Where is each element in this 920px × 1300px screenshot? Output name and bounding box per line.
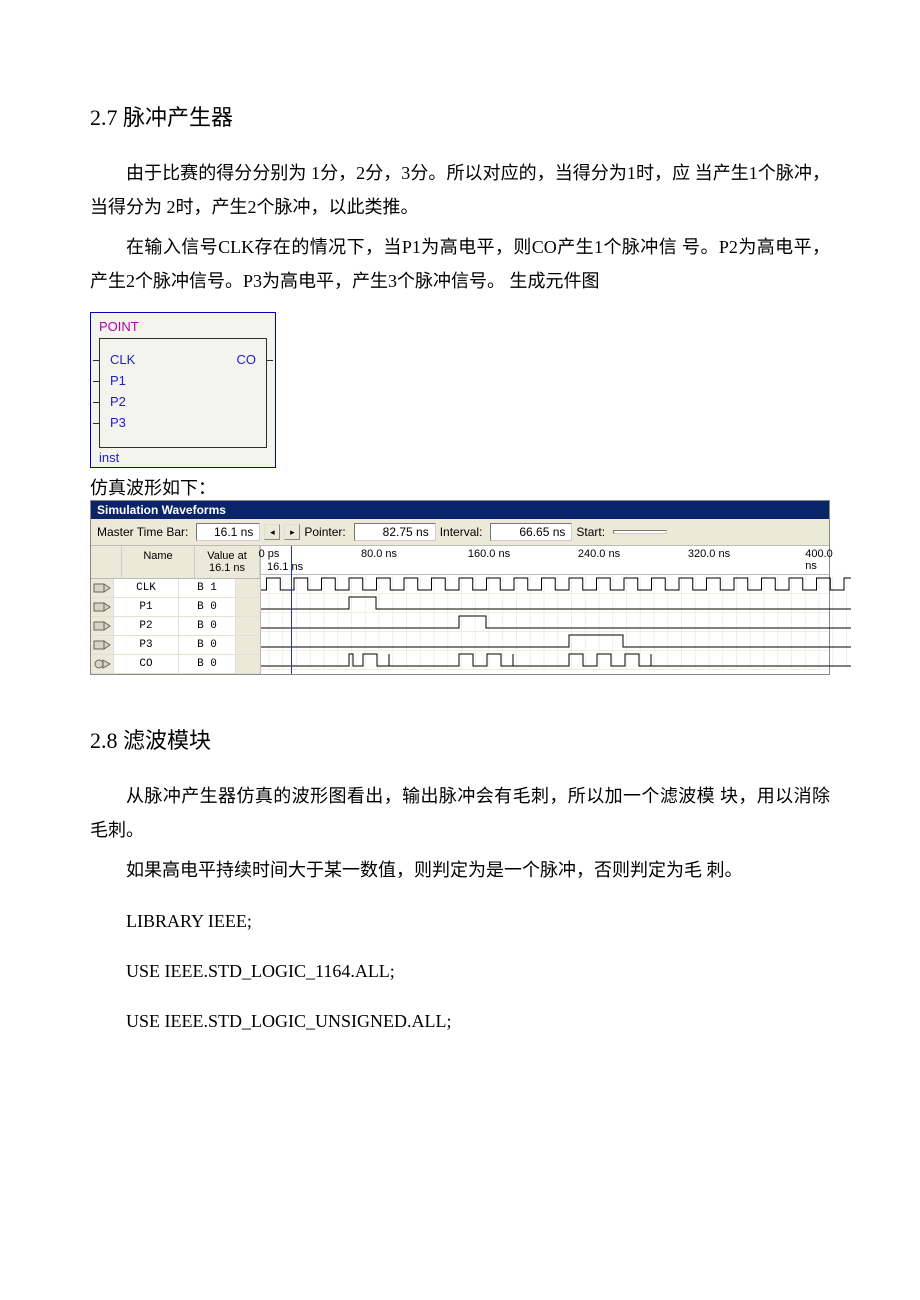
ruler-tick: 80.0 ns xyxy=(361,548,397,560)
step-right-button[interactable]: ▸ xyxy=(284,524,300,540)
start-label: Start: xyxy=(576,525,605,539)
pointer-value: 82.75 ns xyxy=(354,523,436,541)
section-2-7-heading: 2.7 脉冲产生器 xyxy=(90,100,830,132)
signal-icon xyxy=(91,636,114,654)
waveform-p2 xyxy=(261,613,829,632)
signal-name: CO xyxy=(114,655,179,673)
step-left-button[interactable]: ◂ xyxy=(264,524,280,540)
pointer-label: Pointer: xyxy=(304,525,345,539)
signal-row-p1: P1B 0 xyxy=(91,598,260,617)
signal-value: B 0 xyxy=(179,636,236,654)
time-ruler: 0 ps80.0 ns160.0 ns240.0 ns320.0 ns400.0… xyxy=(261,546,829,575)
signal-value: B 0 xyxy=(179,598,236,616)
time-cursor[interactable] xyxy=(291,546,292,674)
signal-icon xyxy=(91,598,114,616)
col-header-value: Value at16.1 ns xyxy=(195,546,260,578)
col-header-icon xyxy=(91,546,122,578)
section-2-7-para-2: 在输入信号CLK存在的情况下，当P1为高电平，则CO产生1个脉冲信 号。P2为高… xyxy=(90,230,830,298)
section-2-8-para-2: 如果高电平持续时间大于某一数值，则判定为是一个脉冲，否则判定为毛 刺。 xyxy=(90,853,830,887)
point-title: POINT xyxy=(99,319,267,334)
start-value xyxy=(613,530,667,534)
signal-name: CLK xyxy=(114,579,179,597)
point-pin-co: CO xyxy=(237,352,257,367)
ruler-tick: 0 ps xyxy=(259,548,280,560)
code-line: LIBRARY IEEE; xyxy=(126,905,830,937)
signal-icon xyxy=(91,579,114,597)
vhdl-code-block: LIBRARY IEEE; USE IEEE.STD_LOGIC_1164.ALL… xyxy=(90,905,830,1037)
point-pin-p1: P1 xyxy=(110,373,126,388)
waveform-co xyxy=(261,651,829,670)
ruler-tick: 400.0 ns xyxy=(805,548,833,572)
signal-value: B 0 xyxy=(179,655,236,673)
sim-toolbar: Master Time Bar: 16.1 ns ◂ ▸ Pointer: 82… xyxy=(91,519,829,546)
ruler-subtick: 16.1 ns xyxy=(267,561,303,573)
point-pin-p2: P2 xyxy=(110,394,126,409)
waveform-p1 xyxy=(261,594,829,613)
signal-row-co: COB 0 xyxy=(91,655,260,674)
signal-value: B 0 xyxy=(179,617,236,635)
waveform-p3 xyxy=(261,632,829,651)
master-time-label: Master Time Bar: xyxy=(97,525,188,539)
signal-icon xyxy=(91,617,114,635)
point-pin-p3: P3 xyxy=(110,415,126,430)
code-line: USE IEEE.STD_LOGIC_1164.ALL; xyxy=(126,955,830,987)
code-line: USE IEEE.STD_LOGIC_UNSIGNED.ALL; xyxy=(126,1005,830,1037)
signal-row-clk: CLKB 1 xyxy=(91,579,260,598)
signal-list-panel: Name Value at16.1 ns CLKB 1P1B 0P2B 0P3B… xyxy=(91,546,261,674)
section-2-7-para-1: 由于比赛的得分分别为 1分，2分，3分。所以对应的，当得分为1时，应 当产生1个… xyxy=(90,156,830,224)
section-2-8-heading: 2.8 滤波模块 xyxy=(90,723,830,755)
ruler-tick: 240.0 ns xyxy=(578,548,620,560)
simulation-waveforms-window: Simulation Waveforms Master Time Bar: 16… xyxy=(90,500,830,675)
section-2-8-para-1: 从脉冲产生器仿真的波形图看出，输出脉冲会有毛刺，所以加一个滤波模 块，用以消除毛… xyxy=(90,779,830,847)
signal-name: P2 xyxy=(114,617,179,635)
signal-value: B 1 xyxy=(179,579,236,597)
col-header-name: Name xyxy=(122,546,195,578)
waveform-caption: 仿真波形如下： xyxy=(90,474,830,500)
waveform-panel: 0 ps80.0 ns160.0 ns240.0 ns320.0 ns400.0… xyxy=(261,546,829,674)
point-component-diagram: POINT CLK CO P1 P2 P3 inst xyxy=(90,312,830,468)
ruler-tick: 160.0 ns xyxy=(468,548,510,560)
ruler-tick: 320.0 ns xyxy=(688,548,730,560)
point-pin-clk: CLK xyxy=(110,352,135,367)
master-time-value: 16.1 ns xyxy=(196,523,260,541)
signal-row-p2: P2B 0 xyxy=(91,617,260,636)
waveform-clk xyxy=(261,575,829,594)
signal-name: P1 xyxy=(114,598,179,616)
point-inst-label: inst xyxy=(99,450,267,465)
signal-icon xyxy=(91,655,114,673)
signal-name: P3 xyxy=(114,636,179,654)
interval-label: Interval: xyxy=(440,525,483,539)
interval-value: 66.65 ns xyxy=(490,523,572,541)
sim-window-title: Simulation Waveforms xyxy=(91,501,829,519)
signal-row-p3: P3B 0 xyxy=(91,636,260,655)
